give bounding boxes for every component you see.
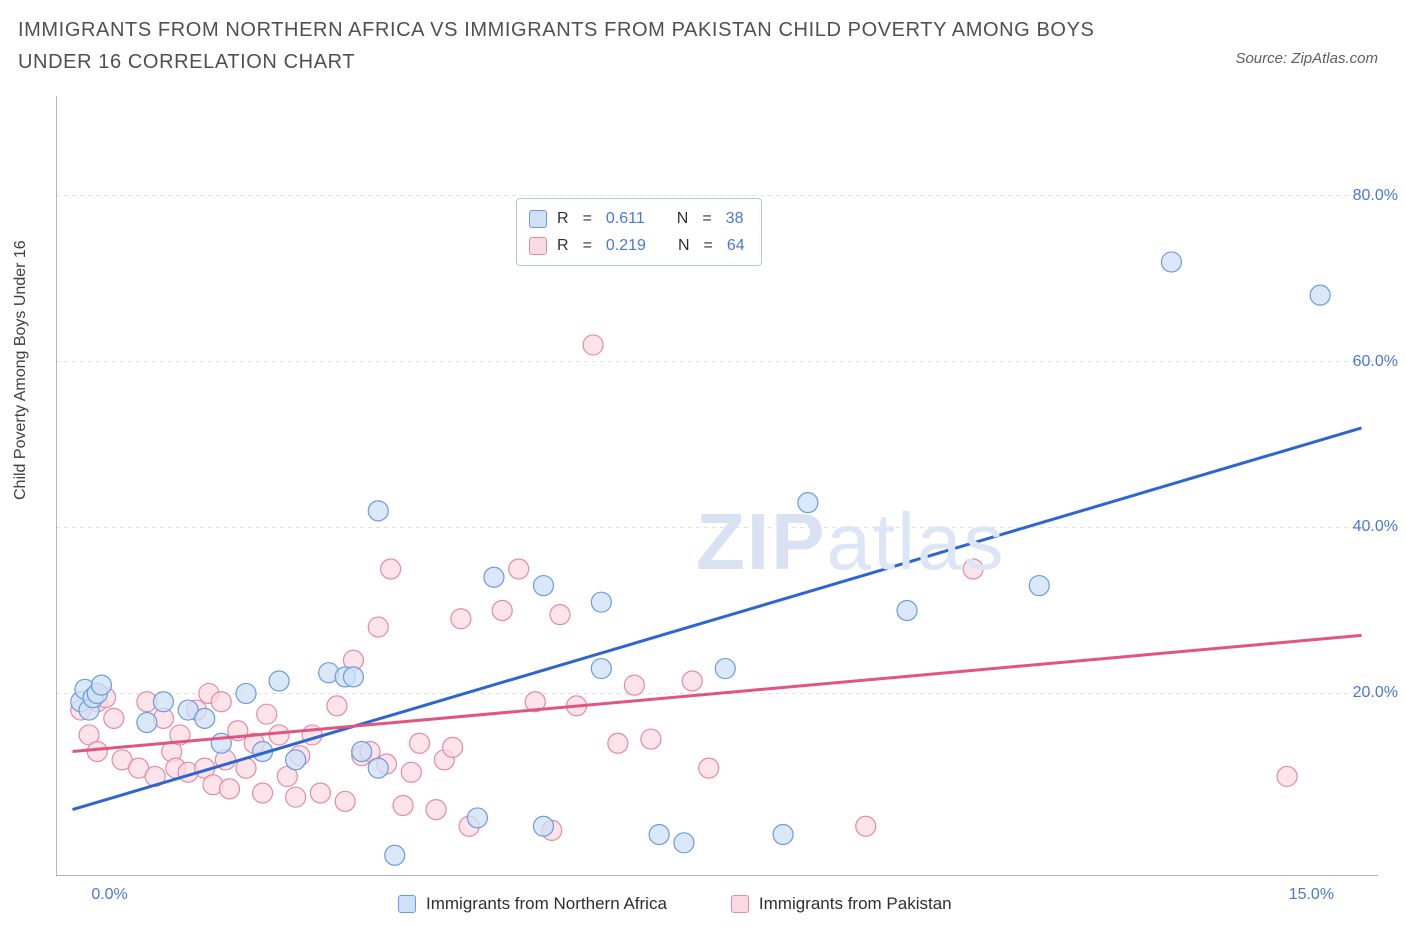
stats-eq: = <box>583 205 592 232</box>
y-tick-label: 60.0% <box>1353 353 1398 371</box>
stats-swatch <box>529 237 547 255</box>
y-tick-label: 80.0% <box>1353 187 1398 205</box>
chart-area: ZIPatlas R=0.611N=38R=0.219N=64 <box>56 96 1378 876</box>
stats-row: R = 0.611 N = 38 <box>529 205 745 232</box>
x-tick-label: 15.0% <box>1289 886 1334 904</box>
y-axis-label: Child Poverty Among Boys Under 16 <box>12 240 30 500</box>
stats-r-label: R <box>557 232 569 259</box>
stats-n-value: 38 <box>726 205 744 232</box>
chart-title: IMMIGRANTS FROM NORTHERN AFRICA VS IMMIG… <box>18 14 1138 78</box>
stats-n-value: 64 <box>727 232 745 259</box>
stats-eq: = <box>583 232 592 259</box>
legend-item: Immigrants from Pakistan <box>731 894 952 914</box>
x-tick-label: 0.0% <box>91 886 127 904</box>
stats-eq: = <box>704 232 713 259</box>
legend-swatch <box>731 895 749 913</box>
stats-swatch <box>529 210 547 228</box>
stats-n-label: N <box>678 232 690 259</box>
stats-r-value: 0.611 <box>606 205 645 232</box>
y-tick-label: 20.0% <box>1353 684 1398 702</box>
stats-r-value: 0.219 <box>606 232 646 259</box>
legend-label: Immigrants from Pakistan <box>759 894 952 914</box>
legend-swatch <box>398 895 416 913</box>
stats-r-label: R <box>557 205 569 232</box>
stats-row: R = 0.219 N = 64 <box>529 232 745 259</box>
stats-eq: = <box>702 205 711 232</box>
source-label: Source: ZipAtlas.com <box>1235 50 1378 67</box>
y-axis-tick-labels: 20.0% 40.0% 60.0% 80.0% <box>1338 96 1398 876</box>
y-tick-label: 40.0% <box>1353 518 1398 536</box>
legend-label: Immigrants from Northern Africa <box>426 894 667 914</box>
stats-n-label: N <box>677 205 689 232</box>
bottom-legend: Immigrants from Northern Africa Immigrant… <box>398 894 952 914</box>
stats-box: R = 0.611 N = 38 R = 0.219 N = 64 <box>516 198 762 266</box>
legend-item: Immigrants from Northern Africa <box>398 894 667 914</box>
